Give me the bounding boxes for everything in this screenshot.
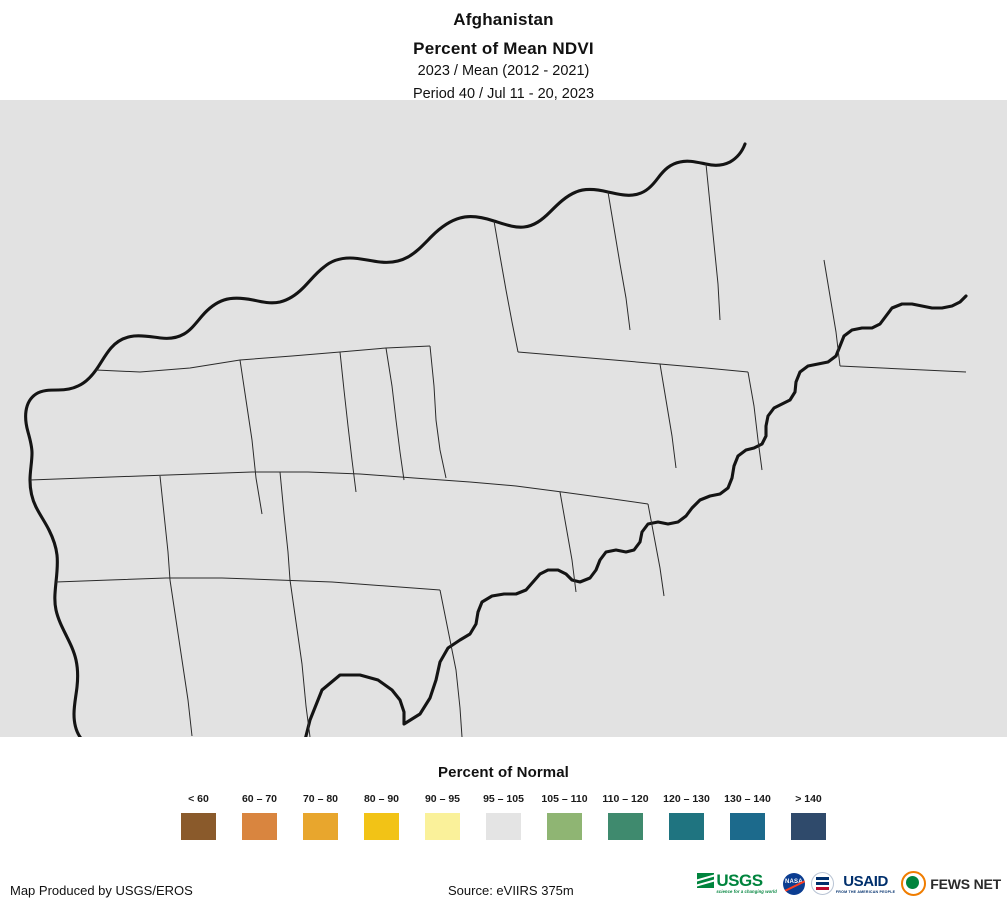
product-title: Percent of Mean NDVI	[413, 39, 594, 58]
legend-item-label: 80 – 90	[363, 793, 400, 805]
legend-item-label: 105 – 110	[541, 793, 588, 805]
legend-item-label: 120 – 130	[663, 793, 710, 805]
usgs-logo[interactable]: USGS science for a changing world	[697, 872, 777, 894]
legend-item[interactable]: < 60	[168, 794, 229, 840]
legend-item-swatch	[425, 812, 460, 840]
map-legend: Percent of Normal < 60 60 – 70 70 – 80 80 –…	[0, 737, 1007, 857]
legend-title: Percent of Normal	[438, 764, 569, 781]
usgs-logo-tagline: science for a changing world	[716, 889, 777, 895]
legend-item[interactable]: > 140	[778, 794, 839, 840]
legend-item[interactable]: 70 – 80	[290, 794, 351, 840]
legend-item-label: < 60	[188, 793, 209, 805]
map-header: Afghanistan Percent of Mean NDVI 2023 / …	[0, 0, 1007, 102]
legend-item-swatch	[547, 812, 582, 840]
legend-item-swatch	[791, 812, 826, 840]
ndvi-raster-image[interactable]	[0, 100, 1007, 737]
legend-item-label: 110 – 120	[602, 793, 649, 805]
usaid-logo[interactable]: USAID FROM THE AMERICAN PEOPLE	[810, 872, 896, 895]
legend-item-label: 70 – 80	[302, 793, 339, 805]
footer-source: Source: eVIIRS 375m	[448, 883, 574, 898]
usaid-logo-word: USAID	[843, 872, 888, 890]
legend-item-swatch	[181, 812, 216, 840]
fews-net-logo[interactable]: FEWS NET	[901, 871, 1001, 896]
legend-item[interactable]: 120 – 130	[656, 794, 717, 840]
legend-item-swatch	[242, 812, 277, 840]
legend-item-swatch	[303, 812, 338, 840]
legend-item-label: 60 – 70	[241, 793, 278, 805]
page-title: Afghanistan	[453, 10, 554, 29]
reference-period-label: 2023 / Mean (2012 - 2021)	[417, 63, 590, 79]
legend-item-label: 130 – 140	[724, 793, 771, 805]
usgs-logo-word: USGS	[716, 871, 763, 891]
legend-item[interactable]: 80 – 90	[351, 794, 412, 840]
legend-item-swatch	[364, 812, 399, 840]
legend-scale: < 60 60 – 70 70 – 80 80 – 90 90 – 95 95 – 105…	[0, 794, 1007, 840]
legend-item[interactable]: 60 – 70	[229, 794, 290, 840]
nasa-logo-word: NASA	[784, 878, 803, 885]
usaid-logo-tagline: FROM THE AMERICAN PEOPLE	[835, 889, 896, 894]
fews-globe-icon	[901, 871, 927, 896]
legend-item-swatch	[669, 812, 704, 840]
nasa-logo[interactable]: NASA	[782, 872, 805, 895]
legend-item[interactable]: 95 – 105	[473, 794, 534, 840]
fews-net-logo-word: FEWS NET	[930, 875, 1001, 892]
period-label: Period 40 / Jul 11 - 20, 2023	[412, 85, 595, 102]
usgs-wave-icon	[697, 873, 715, 889]
legend-item-swatch	[730, 812, 765, 840]
legend-item-label: 90 – 95	[424, 793, 461, 805]
legend-item-swatch	[486, 812, 521, 840]
map-footer: Map Produced by USGS/EROS Source: eVIIRS…	[0, 857, 1007, 912]
legend-item[interactable]: 130 – 140	[717, 794, 778, 840]
legend-item[interactable]: 90 – 95	[412, 794, 473, 840]
legend-item-swatch	[608, 812, 643, 840]
legend-item[interactable]: 110 – 120	[595, 794, 656, 840]
footer-logo-group: USGS science for a changing world NASA U…	[697, 871, 1001, 896]
usaid-seal-icon	[810, 872, 834, 895]
legend-item-label: 95 – 105	[483, 793, 524, 805]
footer-credit: Map Produced by USGS/EROS	[10, 883, 193, 898]
map-raster-panel[interactable]	[0, 100, 1007, 737]
legend-item[interactable]: 105 – 110	[534, 794, 595, 840]
legend-item-label: > 140	[795, 793, 822, 805]
